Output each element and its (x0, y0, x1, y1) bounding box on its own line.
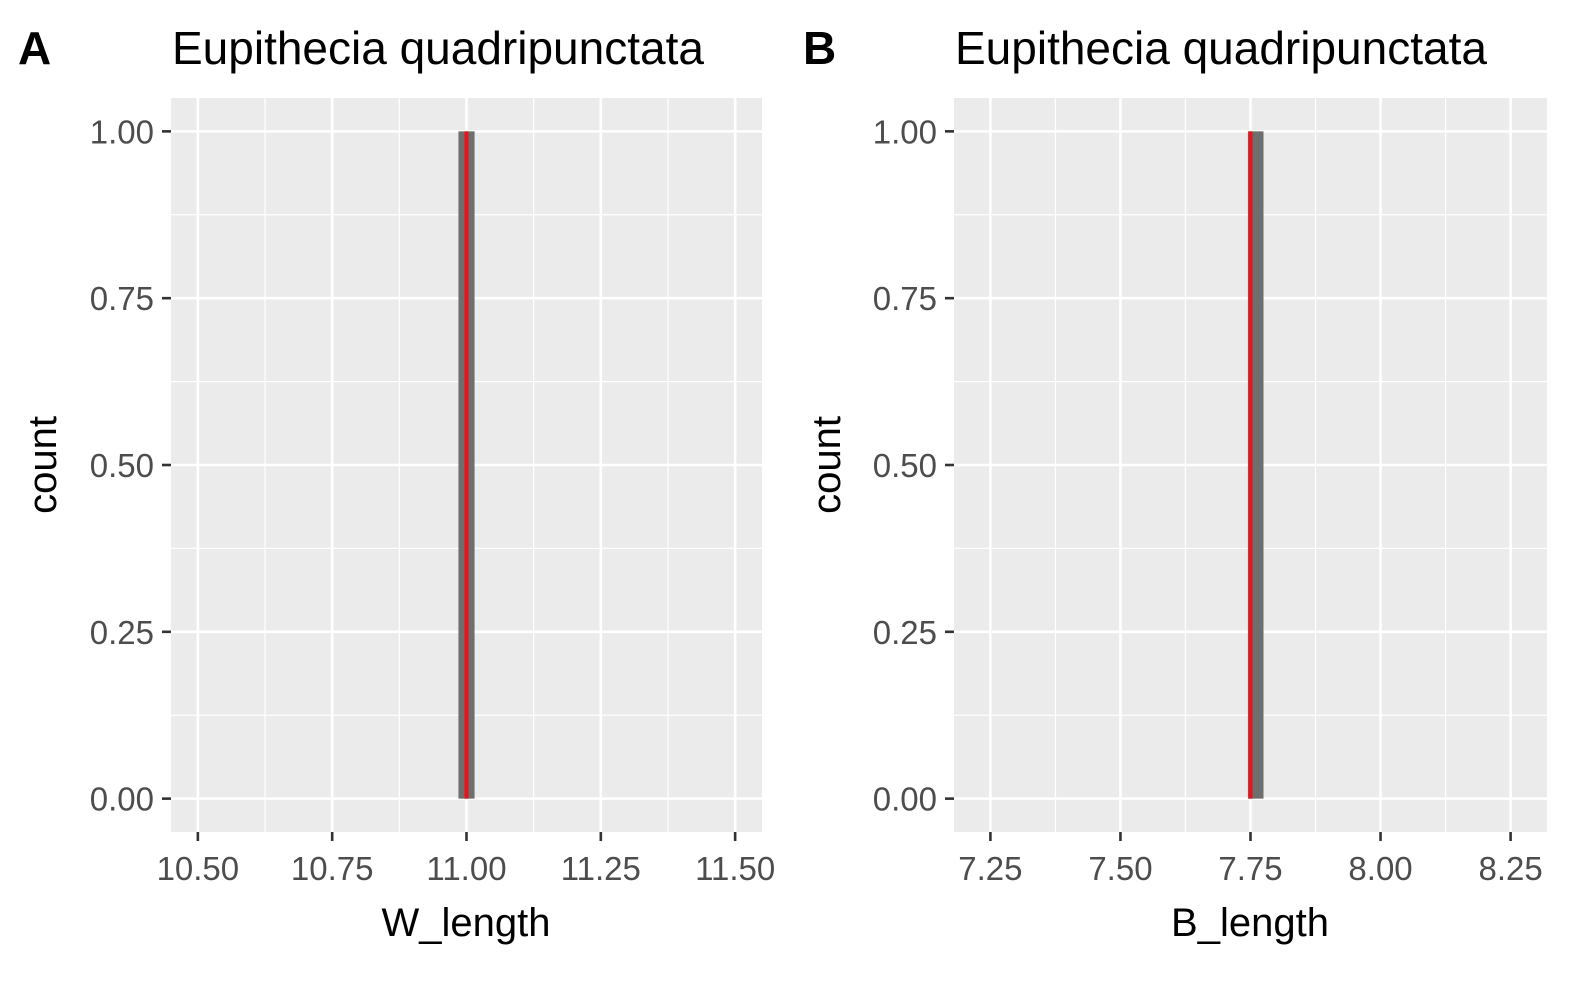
y-tick-label: 0.50 (873, 447, 937, 484)
y-axis-title: count (805, 416, 849, 514)
y-tick-label: 0.75 (873, 280, 937, 317)
y-axis-title: count (21, 416, 65, 514)
chart-title: Eupithecia quadripunctata (172, 22, 704, 74)
x-tick-label: 11.50 (695, 850, 775, 887)
x-tick-label: 7.25 (958, 850, 1022, 887)
y-tick-label: 0.25 (90, 614, 154, 651)
panel-b: B Eupithecia quadripunctata 0.00 0.25 0.50… (803, 22, 1547, 945)
y-tick-label: 0.00 (873, 781, 937, 818)
x-tick-label: 7.75 (1218, 850, 1282, 887)
panel-a: A Eupithecia quadripunctata 0.00 0.25 0.50… (18, 22, 775, 945)
y-tick-label: 0.50 (90, 447, 154, 484)
x-tick-label: 11.00 (426, 850, 506, 887)
x-axis-title: B_length (1171, 901, 1329, 945)
panel-label: B (803, 22, 836, 74)
y-ticks: 0.00 0.25 0.50 0.75 1.00 (90, 113, 171, 818)
panel-label: A (18, 22, 51, 74)
x-tick-label: 10.75 (291, 850, 374, 887)
x-tick-label: 7.50 (1088, 850, 1152, 887)
y-tick-label: 0.75 (90, 280, 154, 317)
y-tick-label: 0.00 (90, 781, 154, 818)
x-ticks: 7.25 7.50 7.75 8.00 8.25 (958, 832, 1543, 887)
x-axis-title: W_length (382, 901, 551, 945)
x-tick-label: 8.25 (1478, 850, 1542, 887)
x-tick-label: 10.50 (157, 850, 240, 887)
x-tick-label: 8.00 (1348, 850, 1412, 887)
chart-title: Eupithecia quadripunctata (955, 22, 1487, 74)
x-tick-label: 11.25 (561, 850, 641, 887)
y-tick-label: 1.00 (90, 113, 154, 150)
y-ticks: 0.00 0.25 0.50 0.75 1.00 (873, 113, 954, 818)
x-ticks: 10.50 10.75 11.00 11.25 11.50 (157, 832, 775, 887)
y-tick-label: 1.00 (873, 113, 937, 150)
y-tick-label: 0.25 (873, 614, 937, 651)
